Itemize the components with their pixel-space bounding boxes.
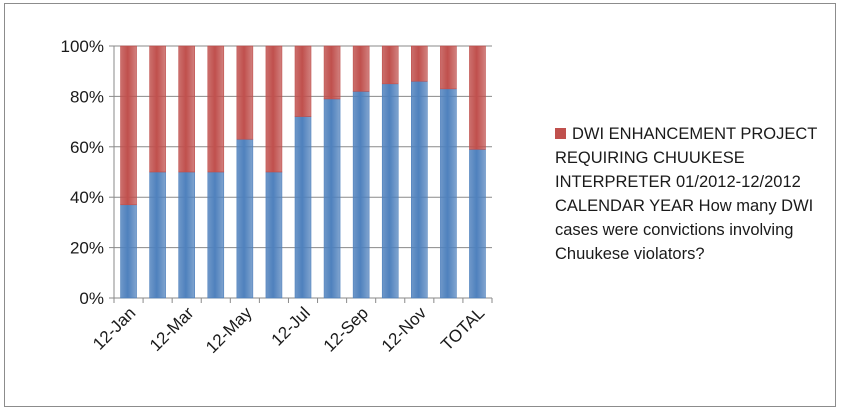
bar-segment-blue-12-mar <box>178 171 195 299</box>
y-tick-label: 40% <box>70 188 104 207</box>
x-tick-label: TOTAL <box>437 303 488 354</box>
bar-segment-red-12-feb <box>149 45 166 173</box>
bar-segment-red-total <box>469 45 486 150</box>
x-tick-label: 12-Mar <box>146 303 198 355</box>
bar-segment-blue-12-jul <box>294 116 312 299</box>
bar-segment-red-12-aug <box>323 45 341 100</box>
x-tick-label: 12-May <box>202 303 256 357</box>
bar-segment-blue-12-jun <box>265 171 283 299</box>
bar-segment-blue-12-nov <box>411 80 428 299</box>
bar-segment-blue-total <box>469 149 486 299</box>
bar-segment-red-12-jan <box>120 45 137 206</box>
bar-segment-blue-12-oct <box>381 83 399 299</box>
bar-segment-blue-12-aug <box>323 98 341 299</box>
bar-segment-blue-12-may <box>236 138 254 299</box>
x-tick-label: 12-Sep <box>320 303 372 355</box>
bar-segment-red-12-sep <box>352 45 370 92</box>
legend: DWI ENHANCEMENT PROJECT REQUIRING CHUUKE… <box>555 122 830 266</box>
bar-segment-red-12-nov <box>411 45 428 82</box>
x-tick-label: 12-Jan <box>89 303 139 353</box>
bar-segment-red-12-mar <box>178 45 195 173</box>
bar-segment-blue-12-dec <box>440 88 457 299</box>
legend-label: DWI ENHANCEMENT PROJECT REQUIRING CHUUKE… <box>555 125 818 263</box>
bar-segment-red-12-apr <box>207 45 225 173</box>
x-tick-label: 12-Nov <box>378 303 431 356</box>
bar-segment-red-12-dec <box>440 45 457 90</box>
bar-segment-blue-12-apr <box>207 171 225 299</box>
y-tick-label: 20% <box>70 239 104 258</box>
bar-segment-red-12-may <box>236 45 254 140</box>
y-tick-label: 100% <box>61 37 104 56</box>
bar-segment-blue-12-sep <box>352 91 370 299</box>
y-tick-label: 60% <box>70 138 104 157</box>
legend-swatch <box>555 128 566 139</box>
y-tick-label: 80% <box>70 87 104 106</box>
bar-segment-red-12-jun <box>265 45 283 173</box>
bar-segment-blue-12-jan <box>120 204 137 299</box>
bar-segment-red-12-oct <box>381 45 399 85</box>
bar-segment-red-12-jul <box>294 45 312 117</box>
bar-segment-blue-12-feb <box>149 171 166 299</box>
y-tick-label: 0% <box>79 289 104 308</box>
x-tick-label: 12-Jul <box>268 303 314 349</box>
